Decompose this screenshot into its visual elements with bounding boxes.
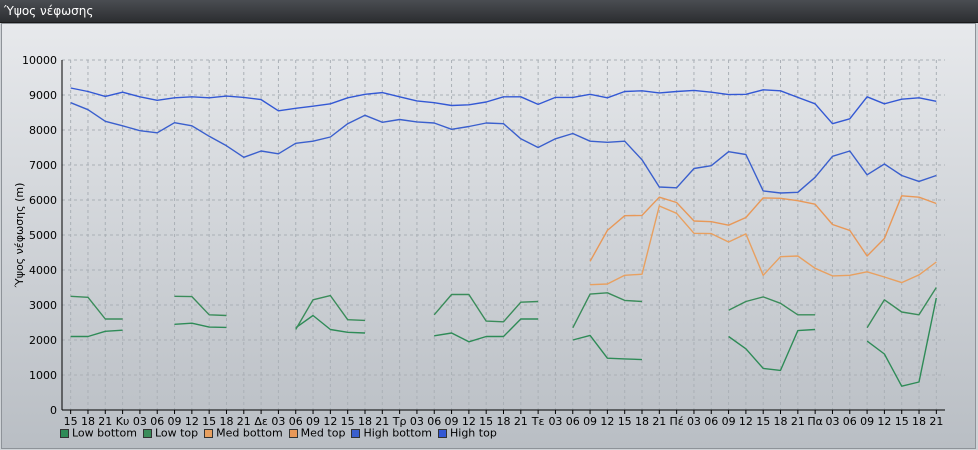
x-tick-label: 03 [687, 415, 701, 428]
chart-series [70, 87, 937, 387]
x-tick-label: 15 [895, 415, 909, 428]
y-tick-label: 9000 [29, 89, 57, 102]
x-tick-label: 21 [98, 415, 112, 428]
legend-item: Med top [288, 426, 346, 440]
legend-label: High bottom [363, 426, 432, 440]
series-line-high-top [70, 87, 937, 125]
x-tick-label: 15 [756, 415, 770, 428]
x-tick-label: 18 [497, 415, 511, 428]
x-tick-label: 06 [566, 415, 580, 428]
legend-swatch [288, 428, 298, 438]
x-tick-label: 15 [341, 415, 355, 428]
x-tick-label: 21 [791, 415, 805, 428]
legend-swatch [204, 428, 214, 438]
x-tick-label: 15 [618, 415, 632, 428]
x-tick-label: 12 [877, 415, 891, 428]
x-tick-label: 15 [64, 415, 78, 428]
x-tick-label: Κυ [116, 415, 130, 428]
x-tick-label: Πα [807, 415, 823, 428]
y-tick-label: 3000 [29, 299, 57, 312]
chart-axes [61, 60, 945, 414]
series-line-low-bottom [70, 297, 937, 387]
x-tick-label: 15 [202, 415, 216, 428]
y-tick-label: 7000 [29, 159, 57, 172]
x-tick-label: 21 [514, 415, 528, 428]
x-tick-label: 09 [860, 415, 874, 428]
chart-labels: 0 1000 2000 3000 4000 5000 6000 7000 8000 9000 100… [22, 54, 943, 428]
y-tick-label: 10000 [22, 54, 57, 67]
legend-swatch [438, 428, 447, 438]
legend-item: Low top [142, 426, 199, 440]
x-tick-label: 12 [462, 415, 476, 428]
x-tick-label: 09 [445, 415, 459, 428]
y-axis-label: Ύψος νέφωσης (m) [13, 183, 26, 289]
x-tick-label: 18 [219, 415, 233, 428]
legend-swatch [60, 428, 69, 438]
x-tick-label: 15 [479, 415, 493, 428]
plot-panel [1, 23, 976, 449]
x-tick-label: Δε [254, 415, 268, 428]
x-tick-label: 06 [289, 415, 303, 428]
x-tick-label: 03 [133, 415, 147, 428]
chart-legend: Low bottom Low top Med bottom Med top High b… [60, 426, 503, 440]
legend-item: High top [438, 426, 497, 440]
x-tick-label: Τε [531, 415, 545, 428]
x-tick-label: 09 [168, 415, 182, 428]
x-tick-label: 18 [358, 415, 372, 428]
x-tick-label: 18 [774, 415, 788, 428]
legend-label: Low top [154, 426, 199, 440]
x-tick-label: 12 [600, 415, 614, 428]
y-tick-label: 6000 [29, 194, 57, 207]
x-tick-label: 06 [427, 415, 441, 428]
x-tick-label: 21 [237, 415, 251, 428]
y-tick-label: 4000 [29, 264, 57, 277]
x-tick-label: 09 [722, 415, 736, 428]
legend-label: Med bottom [216, 426, 283, 440]
x-tick-label: 21 [375, 415, 389, 428]
x-tick-label: Πέ [670, 415, 684, 428]
x-tick-label: 21 [652, 415, 666, 428]
x-tick-label: 18 [81, 415, 95, 428]
series-line-med-top [589, 195, 937, 262]
x-tick-label: 09 [583, 415, 597, 428]
x-tick-label: 12 [739, 415, 753, 428]
x-tick-label: 06 [704, 415, 718, 428]
chart-grid [62, 59, 945, 411]
legend-label: Low bottom [72, 426, 137, 440]
legend-swatch [142, 428, 152, 438]
x-tick-label: 03 [271, 415, 285, 428]
y-tick-label: 2000 [29, 334, 57, 347]
legend-item: Med bottom [204, 426, 283, 440]
y-tick-label: 5000 [29, 229, 57, 242]
series-line-low-top [70, 287, 937, 330]
legend-label: High top [450, 426, 497, 440]
y-tick-label: 1000 [29, 369, 57, 382]
x-tick-label: 18 [912, 415, 926, 428]
x-tick-label: 21 [929, 415, 943, 428]
x-tick-label: 03 [410, 415, 424, 428]
x-tick-label: 09 [306, 415, 320, 428]
x-tick-label: 03 [548, 415, 562, 428]
series-line-high-bottom [70, 102, 937, 194]
x-tick-label: 06 [843, 415, 857, 428]
x-tick-label: 06 [150, 415, 164, 428]
y-tick-label: 8000 [29, 124, 57, 137]
window-title: Ύψος νέφωσης [4, 4, 94, 18]
series-line-med-bottom [590, 205, 937, 286]
y-tick-label: 0 [50, 404, 57, 417]
legend-item: High bottom [351, 426, 432, 440]
title-bar: Ύψος νέφωσης [0, 0, 978, 23]
x-tick-label: Τρ [392, 415, 407, 428]
x-tick-label: 03 [825, 415, 839, 428]
legend-swatch [351, 428, 361, 438]
x-tick-label: 12 [185, 415, 199, 428]
legend-item: Low bottom [60, 426, 137, 440]
x-tick-label: 18 [635, 415, 649, 428]
x-tick-label: 12 [323, 415, 337, 428]
legend-label: Med top [300, 426, 346, 440]
